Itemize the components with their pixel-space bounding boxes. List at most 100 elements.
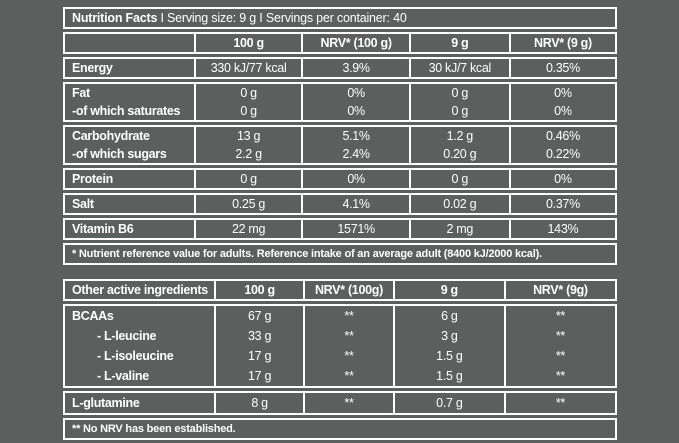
- header-text: NRV* (100 g): [320, 36, 393, 50]
- cell-value: 33 g: [248, 329, 272, 343]
- cell-value: 2.2 g: [235, 147, 262, 161]
- header-row: Other active ingredients 100 g NRV* (100g)…: [63, 279, 617, 301]
- row-label-cell: L-glutamine: [65, 393, 214, 413]
- row-label: Energy: [72, 61, 113, 75]
- table-row-group: L-glutamine 8 g ** 0.7 g **: [63, 391, 617, 415]
- header-text: NRV* (9g): [533, 283, 588, 297]
- header-text: [65, 34, 194, 52]
- value-cell: 8 g: [214, 393, 303, 413]
- value-cell: 30 kJ/7 kcal: [408, 59, 509, 77]
- cell-value: 0.46%: [545, 129, 580, 143]
- row-label-cell: Vitamin B6: [65, 220, 194, 238]
- cell-value: 1.5 g: [436, 369, 463, 383]
- row-label-cell: BCAAs - L-leucine - L-isoleucine - L-valine: [65, 306, 214, 386]
- cell-value: 0 g: [240, 172, 257, 186]
- cell-value: 0.7 g: [436, 396, 463, 410]
- value-cell: 0%: [508, 170, 615, 188]
- cell-value: 4.1%: [342, 197, 370, 211]
- header-cell: NRV* (9 g): [508, 34, 615, 52]
- value-cell: **: [503, 393, 615, 413]
- cell-value: 0.37%: [545, 197, 580, 211]
- value-cell: **: [303, 393, 393, 413]
- value-cell: 1571%: [301, 220, 408, 238]
- row-label: -of which sugars: [72, 147, 167, 161]
- cell-value: **: [555, 329, 565, 343]
- cell-value: 3 g: [441, 329, 458, 343]
- row-label: Vitamin B6: [72, 222, 134, 236]
- table-row-group: BCAAs - L-leucine - L-isoleucine - L-valine…: [63, 304, 617, 388]
- row-label: Fat: [72, 86, 90, 100]
- header-text: NRV* (100g): [314, 283, 383, 297]
- table-title-serving-info: I Serving size: 9 g I Servings per conta…: [160, 11, 407, 25]
- table-row-group: Carbohydrate -of which sugars 13 g 2.2 g 5.1…: [63, 125, 617, 165]
- cell-value: 8 g: [251, 396, 268, 410]
- cell-value: 0 g: [451, 86, 469, 100]
- cell-value: 17 g: [248, 349, 272, 363]
- cell-value: 67 g: [248, 309, 272, 323]
- row-label-cell: Salt: [65, 195, 194, 213]
- table-row-group: Energy 330 kJ/77 kcal 3.9% 30 kJ/7 kcal 0.35…: [63, 57, 617, 79]
- cell-value: 0%: [554, 104, 572, 118]
- header-text: 100 g: [233, 36, 264, 50]
- table-body: BCAAs - L-leucine - L-isoleucine - L-valine…: [63, 304, 617, 415]
- table-title-bold: Nutrition Facts: [72, 11, 158, 25]
- row-label: Salt: [72, 197, 94, 211]
- row-label: Carbohydrate: [72, 129, 150, 143]
- cell-value: **: [555, 369, 565, 383]
- cell-value: 0.25 g: [232, 197, 266, 211]
- header-text: Other active ingredients: [72, 283, 208, 297]
- cell-value: 330 kJ/77 kcal: [210, 61, 287, 75]
- value-cell: 67 g 33 g 17 g 17 g: [214, 306, 303, 386]
- cell-value: **: [344, 309, 354, 323]
- table-row-group: Protein 0 g 0% 0 g 0%: [63, 168, 617, 190]
- header-cell: NRV* (100 g): [301, 34, 408, 52]
- row-label: Protein: [72, 172, 113, 186]
- cell-value: **: [344, 329, 354, 343]
- header-cell: 9 g: [408, 34, 509, 52]
- cell-value: 0.35%: [545, 61, 580, 75]
- cell-value: 0 g: [240, 86, 257, 100]
- table-row-group: Salt 0.25 g 4.1% 0.02 g 0.37%: [63, 193, 617, 215]
- header-text: 100 g: [244, 283, 275, 297]
- row-label: -of which saturates: [72, 104, 181, 118]
- value-cell: 1.2 g 0.20 g: [408, 127, 509, 163]
- table-title-row: Nutrition Facts I Serving size: 9 g I Se…: [63, 7, 617, 29]
- value-cell: ** ** ** **: [303, 306, 393, 386]
- value-cell: 2 mg: [408, 220, 509, 238]
- value-cell: 22 mg: [193, 220, 302, 238]
- cell-value: 0.22%: [545, 147, 580, 161]
- header-cell: NRV* (100g): [303, 281, 393, 299]
- table-body: Energy 330 kJ/77 kcal 3.9% 30 kJ/7 kcal 0.35…: [63, 57, 617, 240]
- cell-value: **: [555, 396, 565, 410]
- value-cell: ** ** ** **: [503, 306, 615, 386]
- header-text: NRV* (9 g): [533, 36, 592, 50]
- cell-value: 2.4%: [342, 147, 370, 161]
- value-cell: 0.46% 0.22%: [508, 127, 615, 163]
- row-label: L-glutamine: [72, 396, 140, 410]
- cell-value: 6 g: [441, 309, 458, 323]
- row-label: BCAAs: [72, 309, 114, 323]
- value-cell: 0 g: [193, 170, 302, 188]
- value-cell: 0.7 g: [392, 393, 504, 413]
- header-text: 9 g: [451, 36, 469, 50]
- value-cell: 0.37%: [508, 195, 615, 213]
- cell-value: 0%: [347, 172, 365, 186]
- cell-value: 143%: [547, 222, 579, 236]
- row-label: - L-isoleucine: [97, 349, 174, 363]
- header-cell: NRV* (9g): [503, 281, 615, 299]
- value-cell: 330 kJ/77 kcal: [193, 59, 302, 77]
- row-label-cell: Protein: [65, 170, 194, 188]
- table-row-group: Vitamin B6 22 mg 1571% 2 mg 143%: [63, 218, 617, 240]
- cell-value: **: [555, 309, 565, 323]
- cell-value: 0.20 g: [443, 147, 477, 161]
- cell-value: **: [555, 349, 565, 363]
- cell-value: 0%: [347, 104, 365, 118]
- cell-value: 0.02 g: [443, 197, 477, 211]
- cell-value: 0%: [554, 86, 572, 100]
- cell-value: 17 g: [248, 369, 272, 383]
- value-cell: 3.9%: [301, 59, 408, 77]
- value-cell: 0% 0%: [508, 84, 615, 120]
- cell-value: 13 g: [237, 129, 261, 143]
